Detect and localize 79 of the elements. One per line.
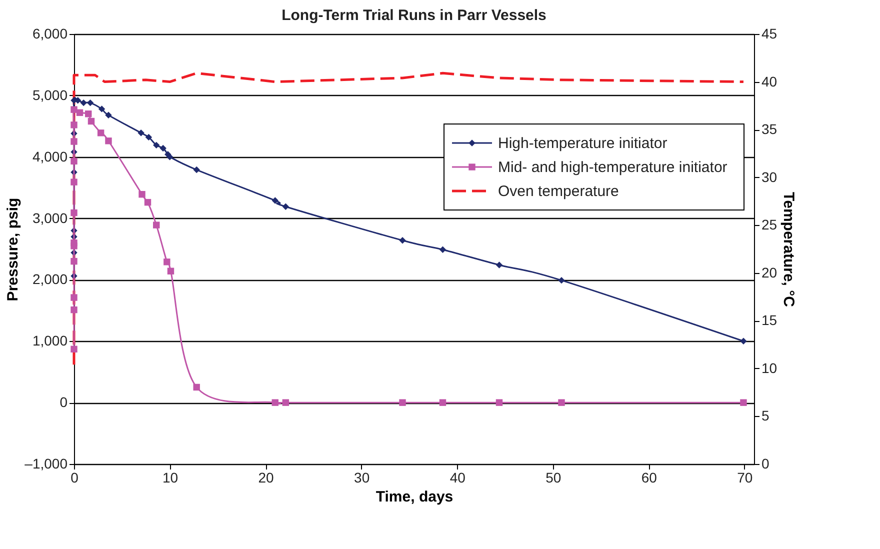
- point: [88, 118, 95, 125]
- y2-tick-label: 30: [762, 168, 778, 185]
- y2-tick-label: 45: [762, 26, 778, 42]
- x-axis-title: Time, days: [376, 488, 454, 506]
- point: [167, 268, 174, 274]
- point: [399, 399, 406, 406]
- y-axis-title: Pressure, psig: [4, 198, 22, 302]
- y2-axis-title: Temperature, °C: [780, 192, 798, 308]
- point: [70, 240, 78, 246]
- point: [70, 178, 78, 186]
- y2-tick-label: 25: [762, 216, 778, 233]
- point: [160, 144, 166, 152]
- point: [70, 258, 78, 265]
- point: [145, 134, 152, 141]
- point: [70, 294, 78, 301]
- point: [138, 190, 146, 198]
- y-tick-label: 6,000: [32, 26, 68, 42]
- y2-tick-label: 10: [762, 360, 778, 376]
- y-tick-label: 5,000: [32, 86, 68, 103]
- point: [105, 138, 112, 144]
- chart-title: Long-Term Trial Runs in Parr Vessels: [282, 7, 546, 24]
- point: [70, 138, 78, 145]
- y2-tick-label: 0: [762, 456, 770, 472]
- point: [272, 399, 278, 406]
- y2-tick-label: 15: [762, 312, 778, 328]
- x-tick-label: 20: [258, 470, 274, 486]
- point: [193, 384, 200, 391]
- point: [740, 338, 747, 344]
- x-tick-label: 60: [641, 470, 658, 486]
- point: [70, 122, 78, 128]
- point: [105, 112, 112, 118]
- line-series: [72, 72, 745, 366]
- point: [70, 209, 78, 216]
- point: [153, 222, 160, 228]
- point: [272, 197, 278, 204]
- x-tick-label: 10: [162, 470, 178, 486]
- y2-tick-label: 35: [762, 121, 778, 138]
- point: [70, 106, 78, 113]
- legend-label: Mid- and high-temperature initiator: [498, 159, 728, 176]
- point: [282, 399, 290, 406]
- point: [558, 399, 565, 406]
- point: [144, 198, 152, 206]
- point: [86, 99, 94, 106]
- y2-tick-label: 20: [762, 264, 778, 280]
- point: [76, 109, 84, 116]
- point: [439, 399, 446, 406]
- y-tick-label: 4,000: [32, 148, 68, 164]
- x-tick-label: 40: [450, 470, 466, 486]
- y-tick-label: 0: [60, 394, 68, 410]
- y-tick-label: 3,000: [32, 210, 68, 226]
- point: [166, 154, 174, 160]
- y-tick-label: 2,000: [32, 271, 68, 288]
- point: [98, 106, 106, 112]
- legend-label: Oven temperature: [498, 183, 619, 200]
- legend-label: High-temperature initiator: [498, 135, 668, 152]
- point: [138, 130, 144, 136]
- point: [558, 276, 565, 284]
- y2-tick-label: 40: [762, 73, 778, 90]
- point: [282, 203, 290, 210]
- point: [97, 130, 104, 136]
- y-tick-label: –1,000: [24, 456, 68, 472]
- point: [153, 142, 160, 149]
- point: [193, 166, 200, 174]
- x-tick-label: 70: [737, 470, 753, 486]
- point: [70, 306, 78, 314]
- x-tick-label: 50: [546, 470, 562, 486]
- point: [70, 346, 78, 352]
- point: [496, 262, 503, 268]
- x-tick-label: 0: [70, 470, 79, 486]
- point: [85, 110, 92, 118]
- point: [80, 99, 87, 106]
- point: [164, 258, 170, 266]
- point: [439, 246, 446, 253]
- x-tick-label: 30: [354, 470, 370, 486]
- y-tick-label: 1,000: [32, 332, 68, 349]
- point: [496, 399, 503, 406]
- y2-tick-label: 5: [762, 408, 770, 424]
- point: [399, 237, 406, 244]
- point: [740, 399, 747, 406]
